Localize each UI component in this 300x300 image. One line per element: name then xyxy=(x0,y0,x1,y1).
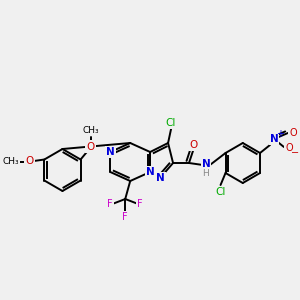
Text: N: N xyxy=(202,159,210,169)
Text: O: O xyxy=(190,140,198,150)
Text: O: O xyxy=(289,128,297,138)
Text: −: − xyxy=(291,148,299,158)
Text: +: + xyxy=(276,129,284,139)
Text: N: N xyxy=(146,167,154,177)
Text: F: F xyxy=(137,199,143,209)
Text: Cl: Cl xyxy=(215,187,226,197)
Text: Cl: Cl xyxy=(166,118,176,128)
Text: H: H xyxy=(202,169,209,178)
Text: N: N xyxy=(270,134,278,144)
Text: O: O xyxy=(285,143,293,153)
Text: N: N xyxy=(106,147,115,157)
Text: N: N xyxy=(156,173,164,183)
Text: O: O xyxy=(25,157,34,166)
Text: CH₃: CH₃ xyxy=(82,126,99,135)
Text: CH₃: CH₃ xyxy=(2,157,19,166)
Text: O: O xyxy=(86,142,95,152)
Text: F: F xyxy=(107,199,113,209)
Text: F: F xyxy=(122,212,128,222)
